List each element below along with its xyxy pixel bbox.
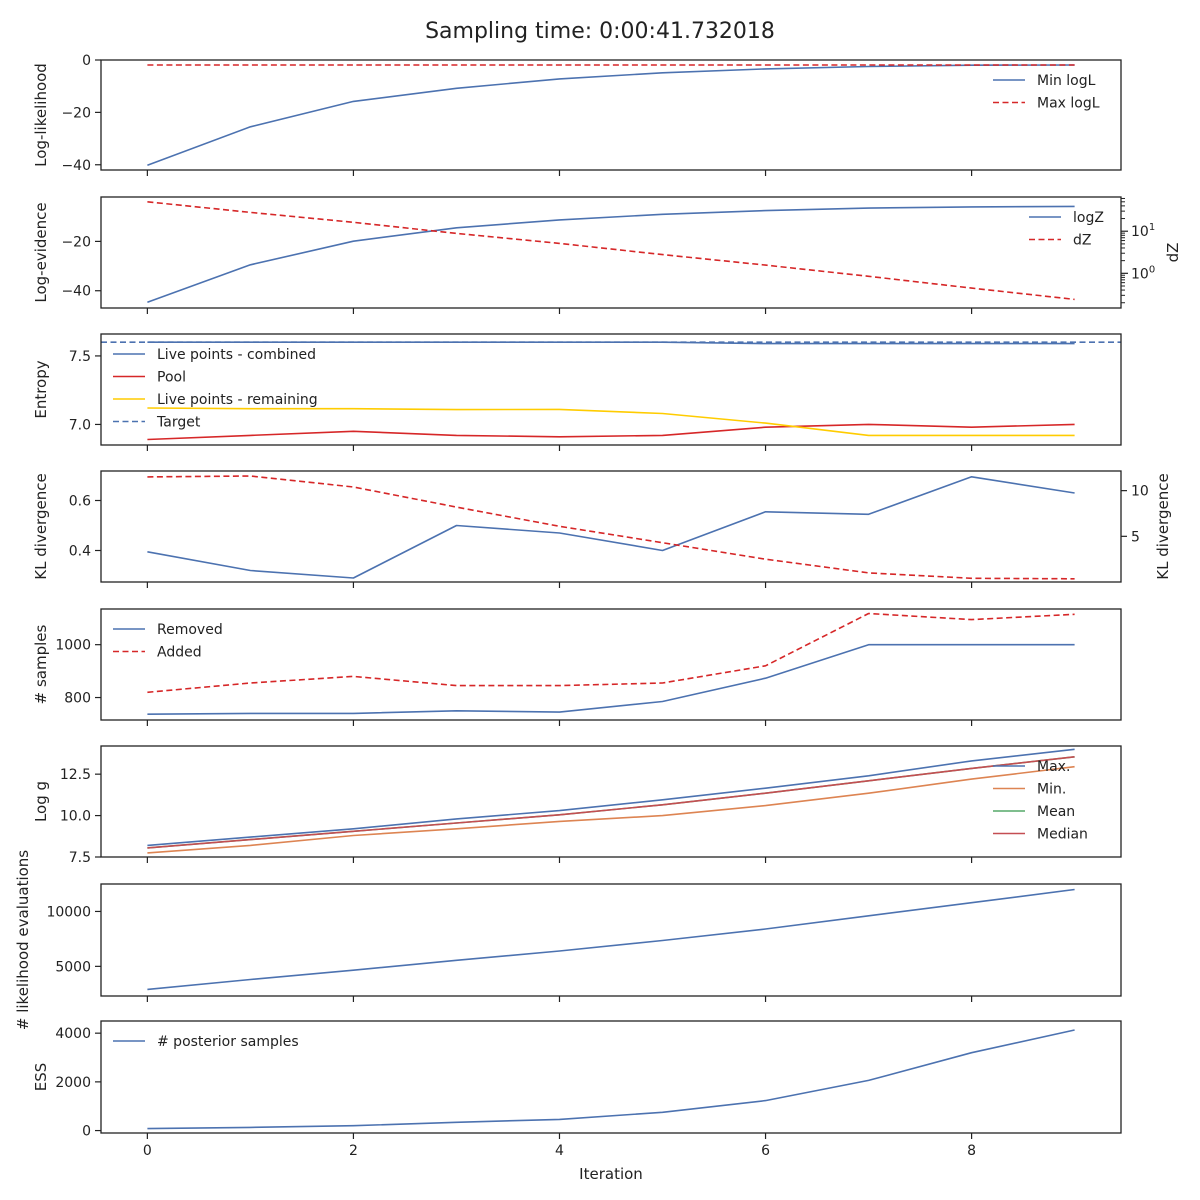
series-line-logz [147,205,1075,304]
figure-title: Sampling time: 0:00:41.732018 [425,19,775,44]
y-tick-label: 10.0 [60,809,91,825]
right-tick-label: 10 [1131,484,1149,500]
y-axis-label: # samples [32,624,50,704]
tick-exponent: 1 [1149,222,1155,233]
legend-label: Min logL [1037,73,1096,89]
legend-label: Pool [157,370,186,386]
y-tick-label: 0.4 [69,544,91,560]
series-line-series-0 [147,475,1075,579]
series-line-series-1 [147,475,1075,580]
y-axis-label: Log g [32,781,50,822]
y-tick-label: −20 [61,234,91,250]
series-line-min-logl [147,64,1075,167]
legend-label: Live points - remaining [157,392,318,408]
panel-4: 1000 800 # samples Removed Added [32,608,1122,726]
y-tick-label: −40 [61,284,91,300]
axes-frame [100,59,1122,171]
panel-6: 10000 5000 # likelihood evaluations [14,850,1122,1030]
y-axis-label: KL divergence [32,473,50,579]
right-tick-label: 5 [1131,529,1140,545]
series-line-series-0 [147,888,1075,991]
right-tick-label: 101 [1131,222,1155,240]
legend-label: Mean [1037,804,1075,820]
axes-frame [100,745,1122,858]
series-line-median [147,756,1075,849]
x-tick-label: 8 [967,1143,976,1159]
legend-label: Target [156,415,201,431]
y-axis-label: # likelihood evaluations [14,850,32,1030]
y-tick-label: 0 [82,53,91,69]
axes-frame [100,470,1122,583]
series-line-min- [147,765,1075,854]
legend-label: Min. [1037,782,1066,798]
series-line-added [147,612,1075,694]
y-axis-label: Log-likelihood [32,63,50,167]
y-tick-label: 7.0 [69,417,91,433]
x-tick-label: 6 [761,1143,770,1159]
y-tick-label: 7.5 [69,850,91,866]
y-tick-label: 4000 [55,1026,91,1042]
y-tick-label: 0.6 [69,494,91,510]
y-tick-label: 0 [82,1124,91,1140]
axes-frame [100,196,1122,309]
panel-3: 0.6 0.4 KL divergence 10 5 KL divergence [32,470,1172,588]
series-line-max- [147,748,1075,847]
legend-label: logZ [1073,210,1104,226]
y-tick-label: −20 [61,105,91,121]
y-tick-label: 12.5 [60,767,91,783]
right-tick-label: 100 [1131,264,1155,282]
y-tick-label: 2000 [55,1075,91,1091]
tick-exponent: 0 [1149,264,1155,275]
tick-base: 10 [1131,224,1149,240]
legend-label: Max logL [1037,96,1100,112]
legend-label: dZ [1073,233,1091,249]
legend-label: # posterior samples [157,1034,299,1050]
x-tick-label: 4 [555,1143,564,1159]
x-tick-label: 0 [143,1143,152,1159]
y-axis-label: ESS [32,1063,50,1092]
legend-label: Median [1037,827,1088,843]
y-tick-label: 1000 [55,638,91,654]
x-tick-label: 2 [349,1143,358,1159]
axes-frame [100,1020,1122,1134]
y-tick-label: 10000 [46,904,91,920]
legend-label: Live points - combined [157,347,316,363]
panel-7: 0 2 4 6 8 4000 2000 0 ESS # posterior samples [32,1020,1122,1159]
legend-label: Max. [1037,759,1070,775]
panel-2: 7.5 7.0 Entropy Live points - combined Pool L… [32,333,1122,451]
axes-frame [100,883,1122,997]
right-axis-label: dZ [1164,243,1182,263]
y-tick-label: 5000 [55,959,91,975]
panel-0: 0 −20 −40 Log-likelihood Min logL Max logL [32,53,1122,176]
axes-frame [100,608,1122,721]
axes-frame [100,333,1122,446]
y-tick-label: −40 [61,158,91,174]
x-axis-label: Iteration [579,1165,643,1183]
y-axis-label: Entropy [32,360,50,418]
panel-5: 12.5 10.0 7.5 Log g Max. Min. Mean Median [32,745,1122,866]
series-line-live-points-combined [147,341,1075,345]
legend-label: Added [157,645,202,661]
y-tick-label: 800 [64,691,91,707]
right-axis-label: KL divergence [1154,473,1172,579]
legend-label: Removed [157,622,223,638]
y-tick-label: 7.5 [69,349,91,365]
series-line--posterior-samples [147,1029,1075,1130]
series-line-dz [147,201,1075,301]
y-axis-label: Log-evidence [32,202,50,302]
series-line-pool [147,423,1075,441]
series-line-removed [147,643,1075,715]
tick-base: 10 [1131,266,1149,282]
series-line-live-points-remaining [147,407,1075,437]
